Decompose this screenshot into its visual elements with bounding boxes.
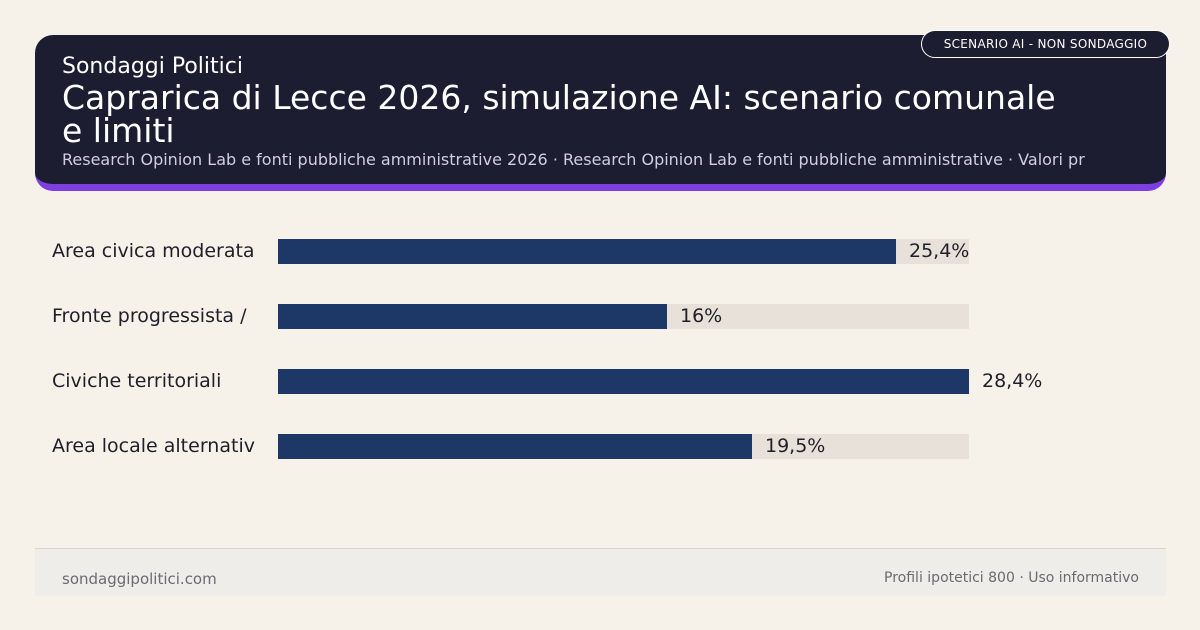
- page-subtitle: Research Opinion Lab e fonti pubbliche a…: [62, 150, 1085, 169]
- brand-name: Sondaggi Politici: [62, 54, 243, 79]
- bar-category-label: Civiche territoriali: [52, 370, 222, 392]
- bar-value-label: 25,4%: [909, 240, 970, 262]
- bar-category-label: Fronte progressista /: [52, 305, 247, 327]
- footer-note: Profili ipotetici 800 · Uso informativo: [884, 570, 1139, 586]
- bar: [278, 434, 752, 459]
- bar-category-label: Area locale alternativ: [52, 435, 255, 457]
- bar: [278, 304, 667, 329]
- bar: [278, 239, 896, 264]
- bar: [278, 369, 969, 394]
- page-title: Caprarica di Lecce 2026, simulazione AI:…: [62, 78, 1056, 150]
- footer: sondaggipolitici.com Profili ipotetici 8…: [35, 548, 1166, 596]
- scenario-badge: SCENARIO AI - NON SONDAGGIO: [921, 30, 1170, 58]
- footer-site-link[interactable]: sondaggipolitici.com: [62, 570, 217, 588]
- bar-value-label: 28,4%: [982, 370, 1043, 392]
- bar-value-label: 19,5%: [765, 435, 826, 457]
- bar-category-label: Area civica moderata: [52, 240, 255, 262]
- header-banner: Sondaggi Politici Caprarica di Lecce 202…: [35, 35, 1166, 191]
- bar-value-label: 16%: [680, 305, 723, 327]
